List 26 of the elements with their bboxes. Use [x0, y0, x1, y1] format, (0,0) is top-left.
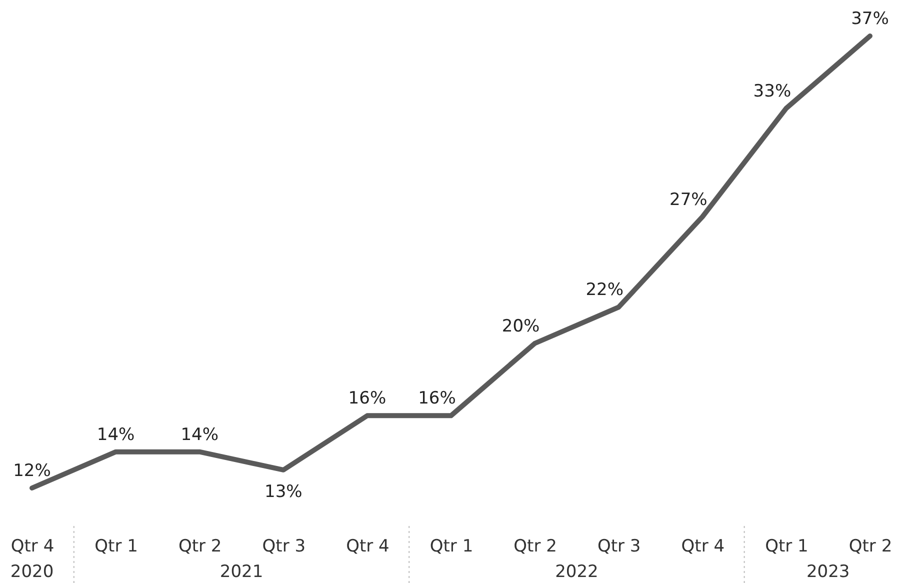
x-tick-label: Qtr 2: [178, 536, 222, 556]
data-label: 33%: [753, 81, 792, 102]
data-label: 14%: [180, 424, 218, 445]
text: 2021: [220, 562, 264, 582]
text: 2020: [10, 562, 54, 582]
x-tick-label: Qtr 1: [94, 536, 138, 556]
x-tick-label: Qtr 2: [848, 536, 892, 556]
text: 2022: [555, 562, 598, 582]
data-label: 13%: [264, 482, 302, 502]
x-tick-label: Qtr 2: [514, 536, 557, 556]
data-label: 14%: [96, 424, 135, 445]
data-label: 20%: [502, 316, 540, 336]
data-label: 27%: [670, 190, 708, 210]
x-tick-label: Qtr 1: [430, 536, 474, 556]
text: 2023: [806, 562, 850, 582]
x-tick-label: Qtr 3: [262, 536, 306, 556]
data-label: 37%: [851, 9, 889, 29]
x-tick-label: Qtr 3: [597, 536, 641, 556]
x-tick-label: Qtr 1: [765, 536, 808, 556]
data-label: 12%: [13, 461, 51, 481]
x-tick-label: Qtr 4: [346, 536, 390, 556]
data-label: 16%: [348, 388, 386, 409]
data-label: 22%: [586, 280, 624, 300]
data-label: 16%: [418, 388, 456, 409]
x-tick-label: Qtr 4: [10, 536, 54, 556]
x-tick-label: Qtr 4: [681, 536, 725, 556]
